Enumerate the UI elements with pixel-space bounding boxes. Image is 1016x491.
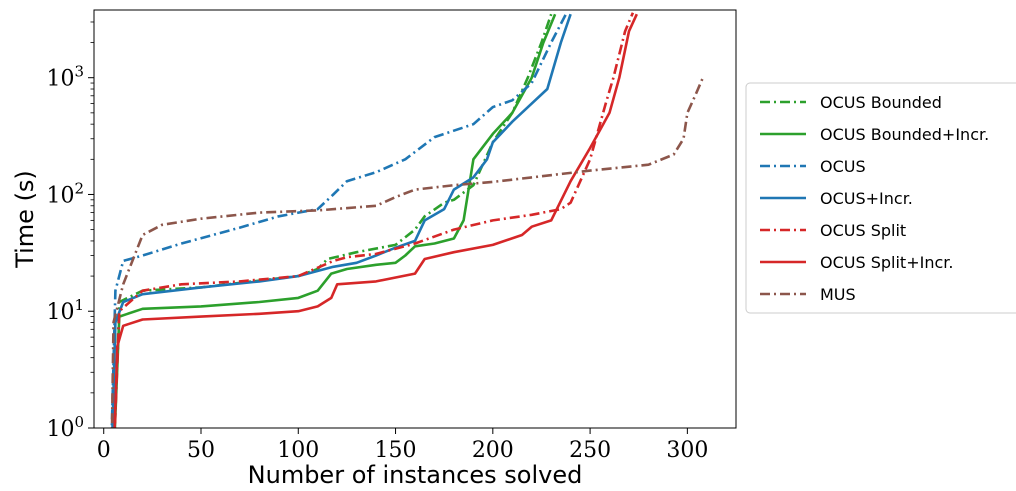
legend: OCUS Bounded OCUS Bounded+Incr. OCUS OCUS+I… — [745, 82, 1016, 314]
x-tick-label: 200 — [472, 438, 514, 463]
x-tick-label: 300 — [666, 438, 708, 463]
y-axis-title: Time (s) — [11, 170, 39, 269]
series-line-ocus — [110, 12, 568, 428]
y-tick-label: 102 — [46, 179, 84, 208]
series-layer — [110, 12, 705, 428]
series-line-ocus-split — [113, 12, 635, 428]
y-axis: 100 101 102 103 — [46, 21, 94, 442]
legend-label-ocus-bounded: OCUS Bounded — [820, 93, 942, 112]
legend-label-ocus: OCUS — [820, 157, 866, 176]
legend-label-mus: MUS — [820, 285, 856, 304]
series-line-ocus-bounded-incr — [113, 13, 557, 428]
series-line-ocus-split-incr — [113, 13, 638, 428]
plot-frame — [93, 9, 737, 429]
x-axis-title: Number of instances solved — [248, 461, 583, 489]
y-tick-label: 100 — [46, 413, 84, 442]
x-tick-label: 150 — [375, 438, 417, 463]
x-axis: 0 50 100 150 200 250 300 — [97, 428, 708, 463]
legend-label-ocus-incr: OCUS+Incr. — [820, 189, 913, 208]
legend-label-ocus-split-incr: OCUS Split+Incr. — [820, 253, 953, 272]
y-tick-label: 101 — [46, 296, 84, 325]
y-tick-label: 103 — [46, 63, 84, 92]
x-tick-label: 0 — [97, 438, 111, 463]
legend-label-ocus-split: OCUS Split — [820, 221, 906, 240]
x-tick-label: 50 — [187, 438, 215, 463]
legend-label-ocus-bounded-incr: OCUS Bounded+Incr. — [820, 125, 989, 144]
series-line-ocus-incr — [111, 13, 572, 428]
legend-frame — [745, 82, 1016, 314]
series-line-mus — [110, 77, 705, 428]
x-tick-label: 100 — [277, 438, 319, 463]
x-tick-label: 250 — [569, 438, 611, 463]
